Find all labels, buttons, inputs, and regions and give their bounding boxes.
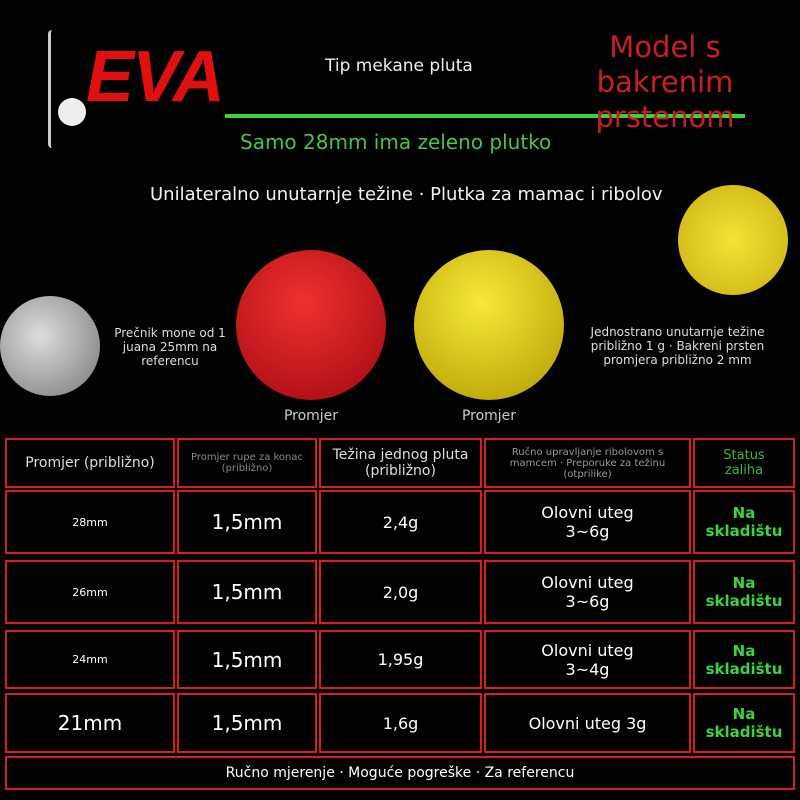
cell-text: 1,5mm xyxy=(211,580,283,604)
coin xyxy=(0,296,100,396)
table-cell: Olovni uteg 3~4g xyxy=(484,630,691,689)
subtitle: Unilateralno unutarnje težine · Plutka z… xyxy=(150,184,663,205)
table-cell: 1,95g xyxy=(319,630,482,689)
cell-text: Olovni uteg 3~4g xyxy=(541,640,634,679)
table-cell: 1,6g xyxy=(319,693,482,753)
logo-bobber xyxy=(58,98,86,126)
cell-text: Na skladištu xyxy=(705,705,783,741)
green-line xyxy=(225,114,745,118)
green-note: Samo 28mm ima zeleno plutko xyxy=(240,130,552,154)
cell-text: 1,5mm xyxy=(211,711,283,735)
footer: Ručno mjerenje · Moguće pogreške · Za re… xyxy=(5,756,795,790)
model-title: Model s bakrenim prstenom xyxy=(580,30,750,135)
table-cell: 26mm xyxy=(5,560,175,624)
cell-text: Olovni uteg 3g xyxy=(528,713,647,733)
cell-text: 1,5mm xyxy=(211,647,283,672)
header-text: Promjer rupe za konac (približno) xyxy=(190,452,304,474)
header-text: Ručno upravljanje ribolovom s mamcem · P… xyxy=(509,446,666,480)
cell-text: Na skladištu xyxy=(705,504,783,540)
detail-image xyxy=(678,185,788,295)
cell-text: 21mm xyxy=(57,711,123,735)
type-title: Tip mekane pluta xyxy=(325,56,473,76)
table-cell: 2,4g xyxy=(319,490,482,554)
header-text: Status zaliha xyxy=(723,448,765,478)
cell-text: 1,95g xyxy=(377,650,424,669)
yellow-bobber xyxy=(414,250,564,400)
cell-text: 24mm xyxy=(72,653,108,666)
cell-text: 2,4g xyxy=(382,512,419,532)
cell-text: 28mm xyxy=(72,515,108,529)
table-cell: Olovni uteg 3g xyxy=(484,693,691,753)
table-cell: 21mm xyxy=(5,693,175,753)
table-cell: 2,0g xyxy=(319,560,482,624)
table-cell: 1,5mm xyxy=(177,630,317,689)
cell-text: Na skladištu xyxy=(705,574,783,610)
table-cell: 28mm xyxy=(5,490,175,554)
ball-label: Promjer xyxy=(283,408,339,424)
header-text: Težina jednog pluta (približno) xyxy=(332,447,469,479)
header-text: Promjer (približno) xyxy=(25,455,155,471)
table-cell: 24mm xyxy=(5,630,175,689)
cell-text: Na skladištu xyxy=(705,641,783,678)
model-line: prstenom xyxy=(595,100,735,134)
table-cell: Na skladištu xyxy=(693,490,795,554)
detail-note: Jednostrano unutarnje težine približno 1… xyxy=(590,325,765,367)
cell-text: Olovni uteg 3~6g xyxy=(541,503,634,541)
model-line: Model s xyxy=(609,30,721,64)
table-cell: 1,5mm xyxy=(177,490,317,554)
table-cell: 1,5mm xyxy=(177,560,317,624)
table-cell: Na skladištu xyxy=(693,560,795,624)
table-header-cell: Težina jednog pluta (približno) xyxy=(319,438,482,488)
logo-text: EVA xyxy=(86,37,225,117)
cell-text: Olovni uteg 3~6g xyxy=(541,573,634,611)
table-cell: Olovni uteg 3~6g xyxy=(484,560,691,624)
logo-icon xyxy=(48,30,97,148)
table-header-cell: Promjer rupe za konac (približno) xyxy=(177,438,317,488)
table-cell: Olovni uteg 3~6g xyxy=(484,490,691,554)
table-cell: Na skladištu xyxy=(693,630,795,689)
table-header-cell: Ručno upravljanje ribolovom s mamcem · P… xyxy=(484,438,691,488)
red-bobber xyxy=(236,250,386,400)
coin-note: Prečnik mone od 1 juana 25mm na referenc… xyxy=(114,326,226,368)
cell-text: 2,0g xyxy=(382,582,419,602)
cell-text: 1,6g xyxy=(382,713,419,733)
cell-text: 26mm xyxy=(72,585,108,599)
table-header-cell: Promjer (približno) xyxy=(5,438,175,488)
cell-text: 1,5mm xyxy=(211,510,283,534)
table-header-cell: Status zaliha xyxy=(693,438,795,488)
table-cell: 1,5mm xyxy=(177,693,317,753)
model-line: bakrenim xyxy=(596,65,734,99)
ball-label: Promjer xyxy=(461,408,517,424)
table-cell: Na skladištu xyxy=(693,693,795,753)
